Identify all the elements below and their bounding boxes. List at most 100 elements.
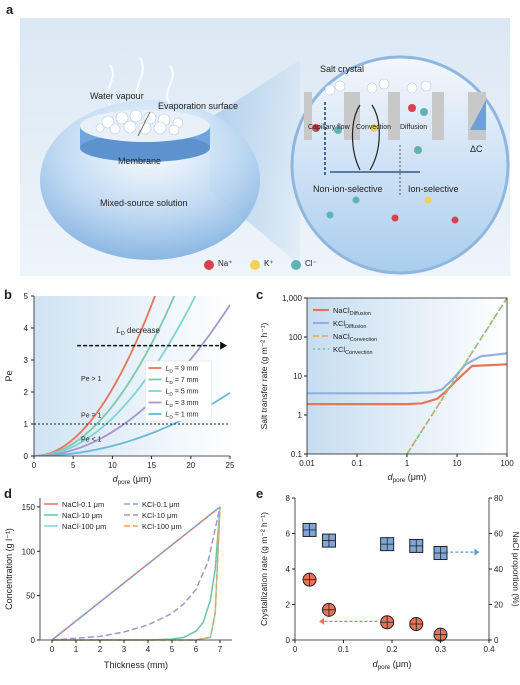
salt-crystal-label: Salt crystal (320, 64, 365, 74)
series-line-3 (406, 298, 507, 454)
x-tick-label: 10 (453, 459, 462, 468)
water-vapour-label: Water vapour (90, 91, 144, 101)
y-tick-label: 1,000 (282, 294, 303, 303)
x-tick-label: 0 (50, 645, 55, 654)
convection-label: Convection (356, 124, 392, 131)
chart-e: 0 0.1 0.2 0.3 0.402468020406080Crystallizati… (259, 494, 520, 671)
legend-entry-3: KCl-0.1 μm (142, 500, 180, 509)
x-tick-label: 0 (32, 461, 37, 470)
x-tick-label: 5 (170, 645, 175, 654)
y-tick-label: 5 (24, 292, 29, 301)
series-line-4 (51, 506, 221, 641)
y-tick-label: 100 (289, 333, 303, 342)
series-line-1 (34, 296, 176, 456)
y-tick-label: 1 (298, 411, 303, 420)
y-left-tick-label: 0 (286, 636, 291, 645)
series-line-3 (34, 304, 230, 456)
legend-entry-2: NaClConvection (333, 332, 377, 343)
legend-entry-5: KCl-100 μm (142, 522, 182, 531)
y-tick-label: 100 (22, 547, 36, 556)
y-right-tick-label: 20 (494, 601, 503, 610)
legend-cl-dot (291, 260, 301, 270)
pe-eq-label: Pe = 1 (81, 413, 102, 420)
y-left-tick-label: 6 (286, 530, 291, 539)
panel-b-label: b (4, 287, 12, 302)
x-tick-label: 1 (74, 645, 79, 654)
x-tick-label: 15 (147, 461, 156, 470)
y-left-tick-label: 4 (286, 565, 291, 574)
legend-entry-2: NaCl-100 μm (62, 522, 106, 531)
non-ion-selective-label: Non-ion-selective (313, 184, 383, 194)
decrease-arrow-head (220, 341, 228, 350)
panel-d-label: d (4, 486, 12, 501)
y-axis-title: Concentration (g l⁻¹) (4, 528, 14, 610)
ion-selective-label: Ion-selective (408, 184, 459, 194)
legend-entry-0: NaCl-0.1 μm (62, 500, 104, 509)
chart-b: LD decrease Pe > 1 Pe = 1 Pe < 1 LD = 9 mm LD… (4, 292, 235, 486)
x-tick-label: 0 (293, 645, 298, 654)
legend-k-label: K⁺ (264, 259, 274, 268)
x-tick-label: 7 (218, 645, 223, 654)
legend-k-dot (250, 260, 260, 270)
y-axis-title: Pe (4, 370, 14, 381)
x-tick-label: 0.01 (299, 459, 315, 468)
pe-lt-label: Pe < 1 (81, 437, 102, 444)
y-tick-label: 3 (24, 356, 29, 365)
y-tick-label: 150 (22, 503, 36, 512)
y-tick-label: 0 (31, 636, 36, 645)
legend-na-dot (204, 260, 214, 270)
chart-d: NaCl-0.1 μm NaCl-10 μm NaCl-100 μm KCl-0.1 … (4, 498, 232, 670)
y-right-axis-title: NaCl proportion (%) (511, 531, 520, 606)
legend-entry-2: LD = 5 mm (165, 389, 198, 398)
x-tick-label: 0.1 (351, 459, 363, 468)
series-line-0 (34, 296, 156, 456)
x-tick-label: 5 (71, 461, 76, 470)
x-tick-label: 20 (186, 461, 195, 470)
x-tick-label: 3 (122, 645, 127, 654)
legend-entry-1: KClDiffusion (333, 319, 366, 330)
legend-entry-4: LD = 1 mm (165, 412, 198, 421)
x-axis-title: dpore (μm) (373, 659, 412, 671)
y-right-tick-label: 80 (494, 494, 503, 503)
legend-entry-4: KCl-10 μm (142, 511, 178, 520)
y-tick-label: 1 (24, 420, 29, 429)
panel-e-label: e (256, 486, 264, 501)
panel-a-illustration (20, 18, 510, 276)
series-line-0 (307, 363, 507, 406)
x-tick-label: 25 (226, 461, 235, 470)
x-tick-label: 0.4 (483, 645, 495, 654)
x-tick-label: 0.3 (435, 645, 447, 654)
panel-a-label: a (6, 2, 14, 17)
series-line-2 (34, 296, 197, 456)
x-tick-label: 6 (194, 645, 199, 654)
delta-c-label: ΔC (470, 144, 483, 154)
y-right-tick-label: 0 (494, 636, 499, 645)
diffusion-label: Diffusion (400, 124, 428, 131)
legend-entry-3: LD = 3 mm (165, 400, 198, 409)
legend-entry-0: LD = 9 mm (165, 366, 198, 375)
y-tick-label: 10 (293, 372, 302, 381)
chart-c: NaClDiffusion KClDiffusion NaClConvection K… (259, 294, 514, 484)
mixed-source-label: Mixed-source solution (100, 198, 188, 208)
y-left-tick-label: 8 (286, 494, 291, 503)
capillary-flow-label: Capillary flow (308, 124, 350, 131)
evaporation-surface-label: Evaporation surface (158, 101, 239, 111)
arrow-label: LD decrease (116, 326, 160, 337)
y-right-tick-label: 60 (494, 530, 503, 539)
y-left-axis-title: Crystallization rate (g m⁻² h⁻¹) (259, 512, 269, 626)
x-tick-label: 0.1 (338, 645, 350, 654)
plot-area (307, 298, 507, 454)
series-line-1 (307, 352, 507, 395)
y-tick-label: 0 (24, 452, 29, 461)
x-axis-title: Thickness (mm) (104, 660, 168, 670)
legend-entry-3: KClConvection (333, 345, 373, 356)
membrane-label: Membrane (118, 156, 162, 166)
x-axis-title: dpore (μm) (113, 474, 152, 486)
x-tick-label: 4 (146, 645, 151, 654)
pe-gt-label: Pe > 1 (81, 376, 102, 383)
legend-na-label: Na⁺ (218, 259, 233, 268)
y-right-tick-label: 40 (494, 565, 503, 574)
x-tick-label: 0.2 (386, 645, 398, 654)
x-tick-label: 10 (108, 461, 117, 470)
legend-cl-label: Cl⁻ (305, 259, 317, 268)
